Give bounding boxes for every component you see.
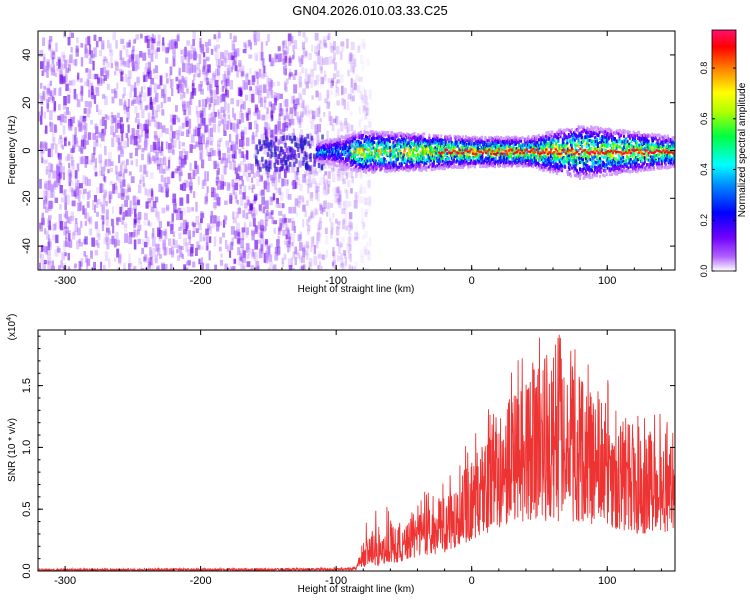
snr-y-label: SNR (10 * v/v) xyxy=(7,418,18,482)
spectrogram-x-ticks: -300 -200 -100 0 100 xyxy=(37,31,662,287)
snr-panel: (x104) -300 -200 -100 0 100 0.0 0.5 1.0 1.5 Hei… xyxy=(6,314,676,595)
spectrogram-y-tick-label: 40 xyxy=(21,49,33,61)
spectrogram-x-tick-label: 100 xyxy=(598,275,616,287)
spectrogram-y-tick-label: -20 xyxy=(21,190,33,206)
snr-x-ticks: -300 -200 -100 0 100 xyxy=(37,330,662,587)
colorbar-tick-label: 0.2 xyxy=(699,214,709,227)
colorbar-label: Normalized spectral amplitude xyxy=(737,82,748,217)
colorbar: 0.0 0.2 0.4 0.6 0.8 Normalized spectral ampl… xyxy=(699,29,748,277)
snr-trace xyxy=(38,334,675,571)
colorbar-tick-label: 0.4 xyxy=(699,163,709,176)
spectrogram-y-tick-label: 0 xyxy=(21,147,33,153)
spectrogram-x-tick-label: 0 xyxy=(469,275,475,287)
snr-y-tick-label: 0.0 xyxy=(21,563,33,578)
spectrogram-y-tick-label: 20 xyxy=(21,97,33,109)
spectrogram-y-tick-label: -40 xyxy=(21,238,33,254)
spectrogram-x-tick-label: -200 xyxy=(190,275,212,287)
spectrogram-y-label: Frequency (Hz) xyxy=(7,116,18,185)
snr-x-tick-label: -200 xyxy=(190,575,212,587)
figure-title: GN04.2026.010.03.33.C25 xyxy=(292,3,447,18)
snr-x-label: Height of straight line (km) xyxy=(298,584,415,595)
snr-frame xyxy=(37,329,676,572)
colorbar-gradient xyxy=(711,29,737,272)
snr-y-tick-label: 1.5 xyxy=(21,378,33,393)
colorbar-tick-label: 0.8 xyxy=(699,62,709,75)
snr-scale-note: (x104) xyxy=(6,314,18,341)
snr-x-tick-label: -300 xyxy=(54,575,76,587)
snr-y-tick-label: 1.0 xyxy=(21,440,33,455)
colorbar-ticks: 0.0 0.2 0.4 0.6 0.8 xyxy=(699,62,736,277)
spectrogram-x-tick-label: -100 xyxy=(325,275,347,287)
spectrogram-y-ticks: -40 -20 0 20 40 xyxy=(21,49,675,254)
snr-y-tick-label: 0.5 xyxy=(21,502,33,517)
snr-x-tick-label: 100 xyxy=(598,575,616,587)
spectrogram-heatmap xyxy=(38,31,675,270)
snr-x-tick-label: 0 xyxy=(469,575,475,587)
snr-x-tick-label: -100 xyxy=(325,575,347,587)
spectrogram-x-tick-label: -300 xyxy=(54,275,76,287)
colorbar-tick-label: 0.0 xyxy=(699,265,709,278)
colorbar-tick-label: 0.6 xyxy=(699,113,709,126)
spectrogram-x-label: Height of straight line (km) xyxy=(298,284,415,295)
snr-y-ticks: 0.0 0.5 1.0 1.5 xyxy=(21,335,675,579)
